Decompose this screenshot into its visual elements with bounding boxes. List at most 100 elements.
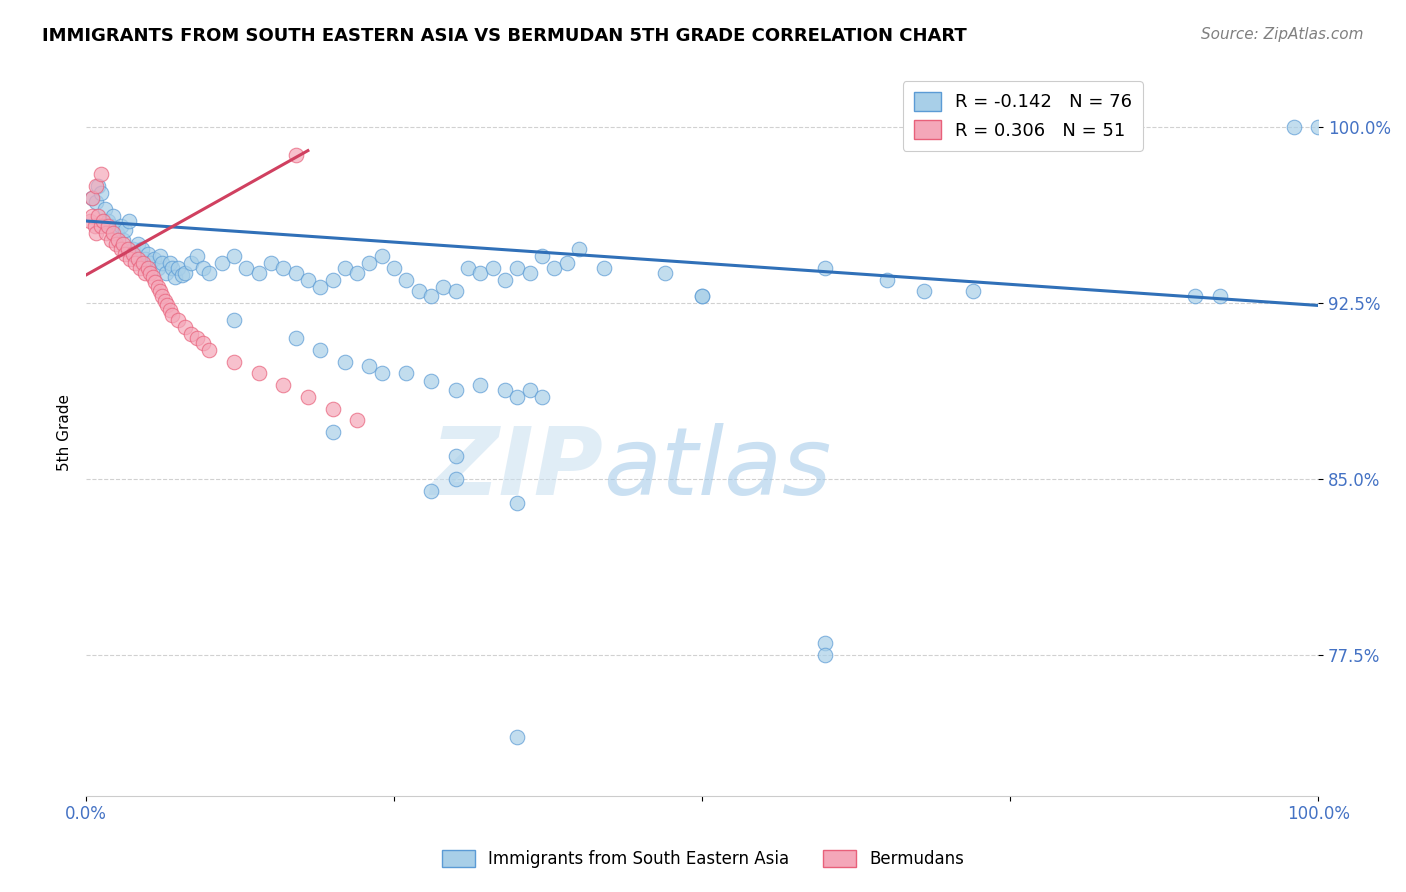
Point (247, 367, 270, 381)
Point (134, 252, 156, 266)
Point (444, 472, 467, 486)
Point (346, 413, 368, 427)
Point (112, 237, 135, 252)
Point (506, 260, 529, 275)
Point (494, 383, 516, 397)
Point (94, 226, 117, 240)
Point (519, 383, 541, 397)
Point (198, 343, 221, 357)
Point (87, 178, 110, 193)
Point (444, 383, 467, 397)
Point (152, 256, 174, 270)
Point (395, 273, 418, 287)
Point (814, 648, 837, 662)
Point (321, 401, 343, 416)
Point (146, 279, 169, 293)
Point (82, 190, 104, 204)
Point (173, 266, 195, 280)
Point (690, 289, 713, 303)
Point (284, 266, 307, 280)
Point (371, 367, 394, 381)
Point (568, 242, 591, 256)
Point (84, 195, 107, 210)
Legend: Immigrants from South Eastern Asia, Bermudans: Immigrants from South Eastern Asia, Berm… (434, 843, 972, 875)
Point (120, 252, 142, 266)
Point (90, 186, 112, 200)
Point (359, 256, 381, 270)
Point (136, 260, 159, 275)
Point (180, 326, 202, 341)
Point (333, 260, 356, 275)
Point (371, 249, 394, 263)
Point (191, 260, 214, 275)
Point (155, 266, 177, 280)
Point (163, 270, 186, 285)
Point (222, 249, 245, 263)
Point (82, 210, 104, 224)
Point (87, 210, 110, 224)
Point (211, 256, 233, 270)
Point (84, 178, 107, 193)
Point (153, 293, 176, 308)
Point (114, 223, 136, 237)
Point (359, 359, 381, 374)
Point (309, 343, 332, 357)
Point (156, 298, 179, 312)
Point (555, 256, 578, 270)
Point (432, 279, 454, 293)
Point (382, 260, 405, 275)
Point (180, 256, 202, 270)
Point (191, 336, 214, 351)
Point (457, 260, 479, 275)
Point (100, 219, 122, 233)
Point (420, 483, 443, 498)
Point (124, 249, 146, 263)
Point (506, 390, 529, 404)
Point (321, 273, 343, 287)
Point (118, 214, 141, 228)
Point (284, 331, 307, 345)
Point (159, 303, 181, 318)
Point (146, 260, 169, 275)
Point (519, 266, 541, 280)
Point (284, 148, 307, 162)
Point (654, 266, 676, 280)
Point (222, 355, 245, 369)
Point (136, 247, 159, 261)
Point (297, 273, 319, 287)
Point (690, 289, 713, 303)
Point (127, 237, 149, 252)
Point (420, 374, 443, 388)
Point (198, 266, 221, 280)
Point (592, 260, 614, 275)
Point (122, 242, 145, 256)
Point (82, 190, 104, 204)
Point (132, 256, 155, 270)
Point (470, 378, 492, 392)
Point (110, 219, 132, 233)
Point (149, 249, 172, 263)
Point (321, 425, 343, 439)
Point (152, 289, 174, 303)
Point (271, 260, 294, 275)
Point (162, 260, 184, 275)
Point (112, 233, 135, 247)
Point (105, 226, 128, 240)
Point (297, 390, 319, 404)
Point (506, 730, 529, 744)
Point (83, 219, 105, 233)
Point (139, 256, 162, 270)
Point (167, 312, 190, 326)
Point (543, 260, 565, 275)
Point (420, 289, 443, 303)
Point (142, 270, 165, 285)
Point (129, 260, 152, 275)
Point (395, 367, 418, 381)
Point (444, 449, 467, 463)
Point (100, 233, 122, 247)
Point (186, 249, 208, 263)
Point (333, 355, 356, 369)
Point (101, 226, 124, 240)
Point (1308, 120, 1330, 135)
Point (97, 214, 120, 228)
